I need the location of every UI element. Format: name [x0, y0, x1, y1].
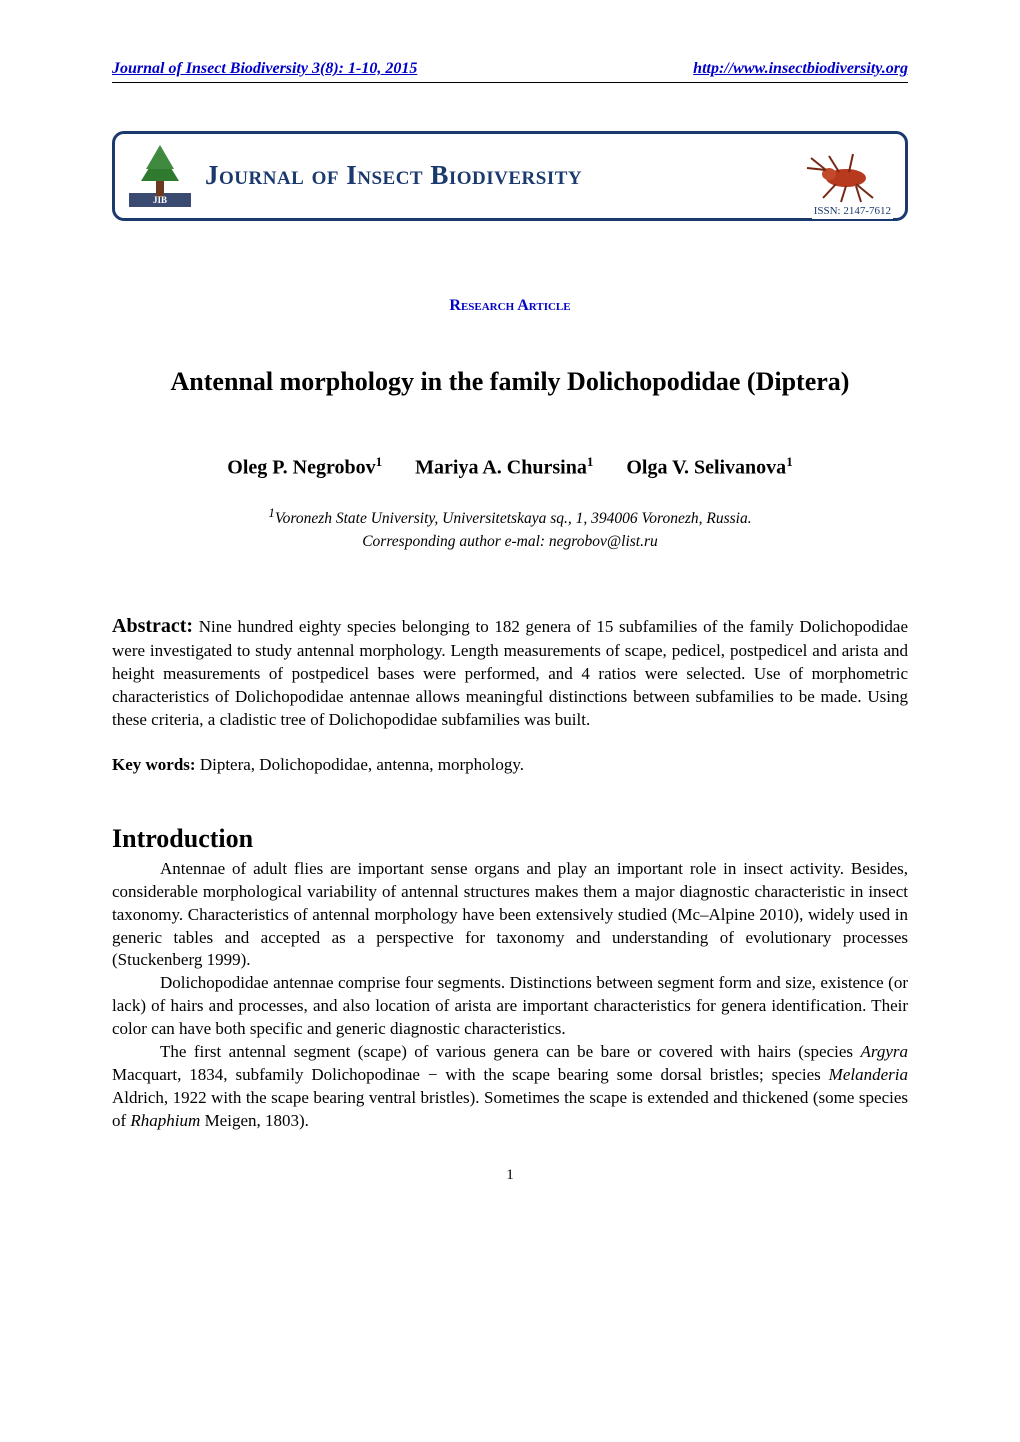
- introduction-paragraph-2: Dolichopodidae antennae comprise four se…: [112, 972, 908, 1041]
- introduction-paragraph-3: The first antennal segment (scape) of va…: [112, 1041, 908, 1133]
- article-type-label: Research Article: [112, 295, 908, 317]
- text-run: Antennae of adult flies are important se…: [112, 859, 908, 970]
- journal-banner: JIB Journal of Insect Biodiversity ISSN:…: [112, 131, 908, 221]
- keywords-label: Key words:: [112, 755, 196, 774]
- introduction-paragraph-1: Antennae of adult flies are important se…: [112, 858, 908, 973]
- author-3-sup: 1: [786, 454, 793, 469]
- journal-title: Journal of Insect Biodiversity: [205, 157, 801, 193]
- header-right: http://www.insectbiodiversity.org: [693, 58, 908, 80]
- keywords-value: Diptera, Dolichopodidae, antenna, morpho…: [200, 755, 524, 774]
- text-run: The first antennal segment (scape) of va…: [160, 1042, 860, 1061]
- author-2-name: Mariya A. Chursina: [415, 457, 587, 479]
- abstract-label: Abstract:: [112, 615, 193, 637]
- affiliation: 1Voronezh State University, Universitets…: [112, 504, 908, 530]
- author-1-name: Oleg P. Negrobov: [227, 457, 375, 479]
- author-3-name: Olga V. Selivanova: [626, 457, 786, 479]
- issn-label: ISSN: 2147-7612: [812, 204, 893, 219]
- insect-icon: [801, 148, 891, 204]
- taxon-name: Melanderia: [829, 1065, 908, 1084]
- article-title: Antennal morphology in the family Dolich…: [112, 364, 908, 399]
- text-run: Macquart, 1834, subfamily Dolichopodinae…: [112, 1065, 829, 1084]
- keywords-line: Key words: Diptera, Dolichopodidae, ante…: [112, 754, 908, 777]
- journal-title-text: Journal of Insect Biodiversity: [205, 160, 582, 190]
- text-run: Dolichopodidae antennae comprise four se…: [112, 973, 908, 1038]
- page-number: 1: [112, 1165, 908, 1185]
- abstract-paragraph: Abstract: Nine hundred eighty species be…: [112, 613, 908, 732]
- author-2: Mariya A. Chursina1: [415, 453, 593, 482]
- corresponding-author: Corresponding author e-mal: negrobov@lis…: [112, 532, 908, 553]
- author-1: Oleg P. Negrobov1: [227, 453, 382, 482]
- journal-emblem: JIB: [129, 145, 191, 207]
- author-1-sup: 1: [376, 454, 383, 469]
- text-run: Meigen, 1803).: [200, 1111, 309, 1130]
- introduction-heading: Introduction: [112, 821, 908, 856]
- author-2-sup: 1: [587, 454, 594, 469]
- author-line: Oleg P. Negrobov1 Mariya A. Chursina1 Ol…: [112, 453, 908, 482]
- running-header: Journal of Insect Biodiversity 3(8): 1-1…: [112, 58, 908, 83]
- svg-text:JIB: JIB: [153, 195, 167, 205]
- taxon-name: Rhaphium: [130, 1111, 200, 1130]
- tree-icon: JIB: [129, 145, 191, 207]
- introduction-body: Antennae of adult flies are important se…: [112, 858, 908, 1133]
- taxon-name: Argyra: [860, 1042, 908, 1061]
- header-left: Journal of Insect Biodiversity 3(8): 1-1…: [112, 58, 417, 80]
- affiliation-text: Voronezh State University, Universitetsk…: [275, 510, 752, 527]
- author-3: Olga V. Selivanova1: [626, 453, 792, 482]
- abstract-text: Nine hundred eighty species belonging to…: [112, 617, 908, 729]
